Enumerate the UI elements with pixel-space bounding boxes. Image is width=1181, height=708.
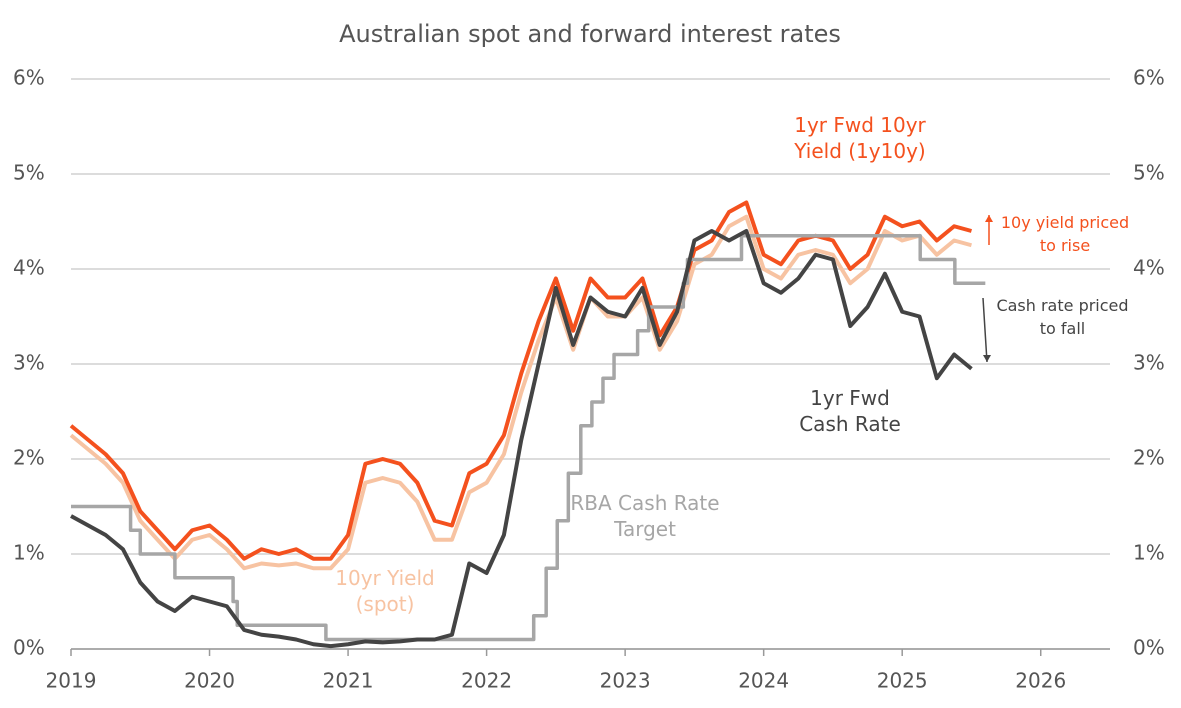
x-tick-label: 2021 <box>323 669 374 693</box>
y-tick-label: 2% <box>13 446 45 470</box>
series-label: 10yr Yield (spot) <box>335 566 435 616</box>
series-line <box>69 200 972 561</box>
y2-tick-label: 4% <box>1133 256 1165 280</box>
series-line <box>71 234 986 642</box>
chart-title: Australian spot and forward interest rat… <box>339 20 841 48</box>
annotation: Cash rate priced to fall <box>996 296 1129 338</box>
x-tick-label: 2022 <box>461 669 512 693</box>
y-tick-label: 3% <box>13 351 45 375</box>
y2-tick-label: 3% <box>1133 351 1165 375</box>
y2-tick-label: 6% <box>1133 66 1165 90</box>
arrow <box>982 297 988 363</box>
series-label: 1yr Fwd 10yr Yield (1y10y) <box>794 113 926 163</box>
x-tick-label: 2023 <box>600 669 651 693</box>
x-tick-label: 2025 <box>877 669 928 693</box>
x-tick-label: 2019 <box>46 669 97 693</box>
x-tick-label: 2026 <box>1015 669 1066 693</box>
annotation: 10y yield priced to rise <box>1000 213 1130 255</box>
y-tick-label: 4% <box>13 256 45 280</box>
y-tick-label: 0% <box>13 636 45 660</box>
x-tick-label: 2020 <box>184 669 235 693</box>
arrow-head <box>985 215 993 222</box>
series-line <box>70 229 973 649</box>
series-line <box>69 214 972 571</box>
y-tick-label: 1% <box>13 541 45 565</box>
y2-tick-label: 1% <box>1133 541 1165 565</box>
y2-tick-label: 2% <box>1133 446 1165 470</box>
y-tick-label: 6% <box>13 66 45 90</box>
y2-tick-label: 5% <box>1133 161 1165 185</box>
y2-tick-label: 0% <box>1133 636 1165 660</box>
y-tick-label: 5% <box>13 161 45 185</box>
series-label: 1yr Fwd Cash Rate <box>799 386 901 436</box>
series-label: RBA Cash Rate Target <box>570 491 720 541</box>
arrow-head <box>983 355 991 362</box>
x-tick-label: 2024 <box>738 669 789 693</box>
